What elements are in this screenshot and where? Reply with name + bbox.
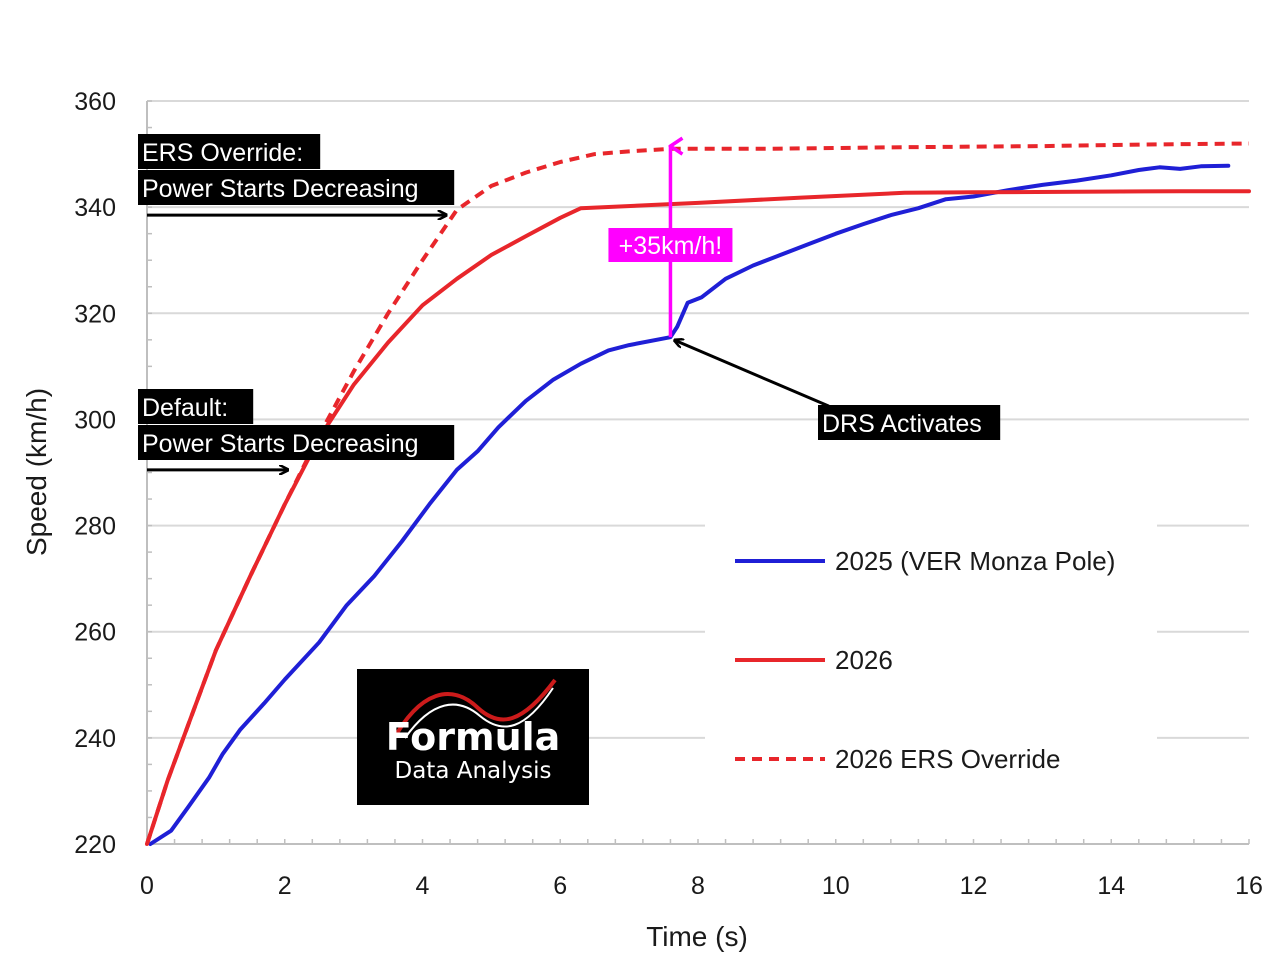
- drs-label: DRS Activates: [818, 405, 1001, 440]
- y-tick-label: 320: [74, 300, 116, 328]
- y-tick-label: 260: [74, 619, 116, 647]
- y-tick-label: 340: [74, 194, 116, 222]
- legend: 2025 (VER Monza Pole) 2026 2026 ERS Overri…: [705, 520, 1157, 810]
- drs-label-text: DRS Activates: [822, 410, 982, 438]
- logo-subtitle: Data Analysis: [395, 758, 552, 784]
- ers-override-label-text: ERS Override:: [142, 139, 303, 167]
- x-tick-label: 8: [691, 872, 705, 900]
- default-label-text: Power Starts Decreasing: [142, 430, 419, 458]
- x-tick-label: 4: [416, 872, 430, 900]
- logo-swoosh-red: [390, 678, 557, 743]
- y-tick-label: 220: [74, 831, 116, 859]
- legend-label: 2026 ERS Override: [835, 744, 1060, 774]
- x-tick-label: 2: [278, 872, 292, 900]
- default-label-bg: [138, 389, 254, 424]
- y-axis-title: Speed (km/h): [21, 388, 52, 556]
- y-tick-label: 240: [74, 725, 116, 753]
- legend-label: 2026: [835, 645, 893, 675]
- series-line-1: [148, 163, 1231, 846]
- ers-override-label: ERS Override: Power Starts Decreasing: [138, 134, 455, 205]
- series-line-3: [145, 141, 1250, 845]
- default-label-bg: [138, 425, 455, 460]
- ers-override-label-bg: [138, 134, 321, 169]
- x-tick-label: 12: [960, 872, 988, 900]
- default-label-text: Default:: [142, 394, 228, 422]
- gain-label: +35km/h!: [619, 232, 723, 260]
- logo-title: Formula: [386, 715, 561, 759]
- x-axis-title: Time (s): [646, 921, 748, 952]
- default-label: Default: Power Starts Decreasing: [138, 389, 455, 460]
- annotations: ERS Override:Power Starts DecreasingDefa…: [138, 134, 1001, 470]
- y-tick-label: 300: [74, 406, 116, 434]
- gain-label-bg: [608, 228, 733, 262]
- drs-label-bg: [818, 405, 1001, 440]
- x-tick-label: 16: [1235, 872, 1263, 900]
- legend-background: [705, 520, 1157, 810]
- y-tick-label: 280: [74, 513, 116, 541]
- drs-arrow: [674, 340, 830, 408]
- y-tick-label: 360: [74, 88, 116, 116]
- ers-override-label-bg: [138, 170, 455, 205]
- x-tick-label: 14: [1097, 872, 1125, 900]
- axes: 220 240 260 280 300 320 340 360 0 2 4 6 8 10 12 14 16 Tim…: [21, 88, 1263, 952]
- x-tick-label: 6: [553, 872, 567, 900]
- legend-label: 2025 (VER Monza Pole): [835, 546, 1115, 576]
- x-tick-label: 0: [140, 872, 154, 900]
- series-lines: [145, 141, 1251, 846]
- ers-override-label-text: Power Starts Decreasing: [142, 175, 419, 203]
- x-tick-label: 10: [822, 872, 850, 900]
- logo-swoosh-white: [404, 687, 554, 739]
